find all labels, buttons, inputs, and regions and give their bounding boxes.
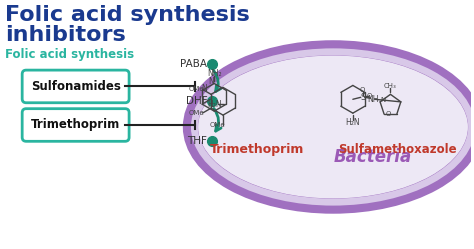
Text: OMe: OMe xyxy=(210,122,225,128)
Text: H₂N: H₂N xyxy=(346,118,360,126)
Text: OMe: OMe xyxy=(189,86,204,92)
Text: H₂N: H₂N xyxy=(207,100,222,109)
Text: O: O xyxy=(385,111,391,117)
Text: Trimethoprim: Trimethoprim xyxy=(31,119,120,131)
Text: PABA: PABA xyxy=(180,59,207,69)
Text: N: N xyxy=(381,97,386,103)
Text: O: O xyxy=(360,87,365,93)
Text: O: O xyxy=(367,93,373,99)
Text: Sulfonamides: Sulfonamides xyxy=(31,80,120,93)
Text: Sulfamethoxazole: Sulfamethoxazole xyxy=(338,143,457,156)
Text: NH: NH xyxy=(367,95,378,104)
FancyBboxPatch shape xyxy=(22,109,129,141)
Text: Bacteria: Bacteria xyxy=(334,148,412,166)
Text: DHF: DHF xyxy=(186,96,207,106)
Text: N: N xyxy=(201,84,207,93)
Text: Trimethoprim: Trimethoprim xyxy=(210,143,304,156)
Text: S: S xyxy=(360,93,365,102)
FancyBboxPatch shape xyxy=(22,70,129,103)
Text: inhibitors: inhibitors xyxy=(5,25,126,45)
Text: NH₂: NH₂ xyxy=(207,69,221,78)
Text: OMe: OMe xyxy=(189,110,204,116)
Text: Folic acid synthesis: Folic acid synthesis xyxy=(5,5,250,25)
Text: THF: THF xyxy=(187,136,207,146)
Text: N: N xyxy=(209,77,214,86)
Text: Folic acid synthesis: Folic acid synthesis xyxy=(5,48,135,61)
Text: CH₃: CH₃ xyxy=(384,83,397,89)
Ellipse shape xyxy=(197,55,469,199)
